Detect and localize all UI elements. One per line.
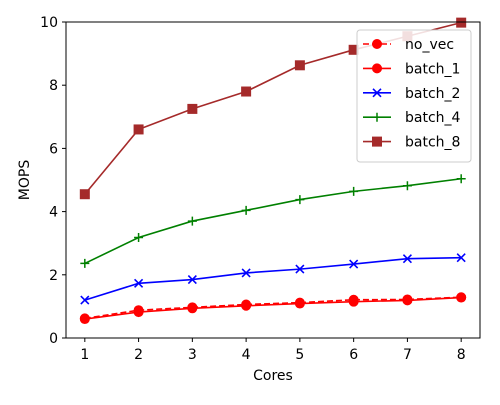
data-point [188,304,197,313]
x-tick-label: 8 [457,347,466,363]
x-tick-label: 5 [295,347,304,363]
data-point [242,206,251,215]
data-point [349,187,358,196]
x-tick-label: 3 [188,347,197,363]
legend-label: batch_1 [405,61,460,77]
data-point [134,125,143,134]
data-point [242,87,251,96]
legend-marker [373,137,382,146]
y-tick-label: 2 [49,268,58,284]
y-tick-label: 10 [40,15,58,31]
data-point [457,174,466,183]
data-point [134,308,143,317]
x-tick-label: 6 [349,347,358,363]
x-axis-label: Cores [253,368,293,384]
data-point [188,217,197,226]
data-point [80,259,89,268]
x-tick-label: 2 [134,347,143,363]
data-point [403,181,412,190]
y-tick-label: 0 [49,331,58,347]
data-point [295,61,304,70]
series-batch-4 [80,174,465,268]
series-line [85,179,461,264]
data-point [80,315,89,324]
legend: no_vec batch_1 batch_2 batch_4 batch_8 [357,30,471,162]
y-tick-label: 4 [49,205,58,221]
legend-marker [373,40,382,49]
x-tick-label: 1 [80,347,89,363]
y-axis-label: MOPS [17,160,33,201]
data-point [134,233,143,242]
x-tick-label: 4 [242,347,251,363]
data-point [349,297,358,306]
y-tick-label: 6 [49,141,58,157]
x-tick-label: 7 [403,347,412,363]
series-batch-1 [80,293,465,323]
data-point [242,301,251,310]
series-line [85,258,461,300]
data-point [457,18,466,27]
y-tick-label: 8 [49,78,58,94]
data-point [403,296,412,305]
legend-label: no_vec [405,37,454,53]
data-point [81,296,89,304]
legend-label: batch_8 [405,135,460,151]
data-point [457,293,466,302]
data-point [80,190,89,199]
data-point [295,299,304,308]
data-point [188,104,197,113]
data-point [295,195,304,204]
legend-label: batch_4 [405,110,461,126]
legend-marker [373,64,382,73]
legend-label: batch_2 [405,86,460,102]
